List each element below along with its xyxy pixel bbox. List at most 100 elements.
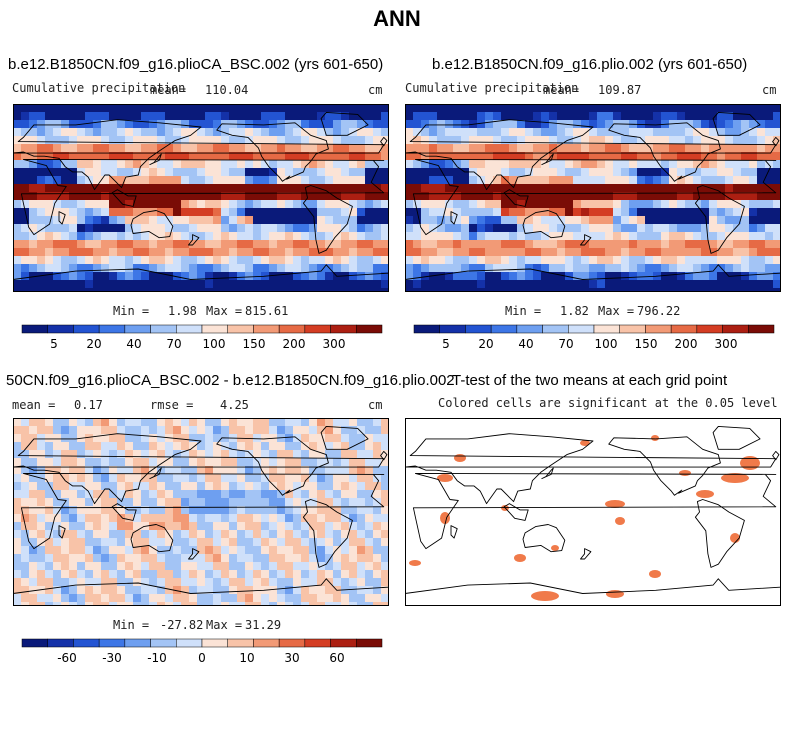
diff-cell [29,474,38,483]
precip-cell [29,224,38,233]
precip-cell [277,280,286,289]
precip-cell [445,128,454,137]
precip-cell [365,128,374,137]
diff-cell [333,514,342,523]
precip-cell [373,280,382,289]
diff-cell [141,466,150,475]
precip-cell [685,176,694,185]
diff-cell [141,530,150,539]
precip-cell [37,280,46,289]
precip-cell [293,112,302,121]
diff-cell [173,514,182,523]
precip-cell [669,216,678,225]
diff-cell [349,474,358,483]
diff-cell [13,426,22,435]
precip-cell [229,208,238,217]
precip-cell [573,128,582,137]
precip-cell [285,240,294,249]
precip-cell [197,192,206,201]
diff-cell [373,466,382,475]
diff-cell [365,506,374,515]
diff-cell [205,554,214,563]
diff-cell [309,522,318,531]
precip-cell [157,240,166,249]
precip-cell [325,288,334,292]
precip-cell [117,168,126,177]
diff-cell [93,458,102,467]
precip-cell [725,176,734,185]
precip-cell [733,128,742,137]
diff-cell [309,474,318,483]
precip-cell [525,240,534,249]
precip-cell [453,200,462,209]
precip-cell [21,240,30,249]
precip-cell [517,104,526,113]
precip-cell [205,176,214,185]
diff-cell [69,562,78,571]
precip-cell [285,104,294,113]
precip-cell [149,120,158,129]
precip-cell [621,280,630,289]
diff-cell [213,586,222,595]
precip-cell [125,272,134,281]
precip-cell [757,200,766,209]
precip-cell [741,240,750,249]
precip-cell [589,136,598,145]
diff-cell [93,474,102,483]
diff-cell [85,490,94,499]
precip-cell [565,272,574,281]
precip-cell [437,184,446,193]
precip-cell [309,160,318,169]
precip-cell [773,168,781,177]
precip-cell [413,128,422,137]
precip-cell [709,216,718,225]
diff-cell [269,538,278,547]
precip-cell [717,112,726,121]
precip-cell [549,216,558,225]
precip-cell [93,160,102,169]
diff-cell [325,586,334,595]
precip-cell [229,264,238,273]
continent-outline [405,119,777,191]
diff-cell [181,474,190,483]
precip-cell [645,184,654,193]
precip-cell [581,120,590,129]
diff-cell [197,474,206,483]
precip-cell [325,232,334,241]
diff-cell [349,482,358,491]
diff-cell [197,602,206,606]
colorbar-swatch [21,638,48,648]
diff-cell [181,426,190,435]
precip-cell [589,256,598,265]
precip-cell [269,104,278,113]
precip-cell [109,248,118,257]
precip-cell [45,136,54,145]
precip-cell [645,240,654,249]
diff-cell [237,506,246,515]
precip-cell [773,216,781,225]
precip-cell [61,280,70,289]
diff-cell [341,602,350,606]
diff-cell [285,570,294,579]
diff-cell [373,426,382,435]
colorbar-tick-label: 300 [323,337,346,351]
diff-cell [349,514,358,523]
precip-cell [349,232,358,241]
diff-cell [189,418,198,427]
precip-cell [437,224,446,233]
precip-cell [293,248,302,257]
precip-cell [301,280,310,289]
diff-cell [93,498,102,507]
precip-cell [597,176,606,185]
precip-cell [253,104,262,113]
diff-cell [341,538,350,547]
precip-cell [237,168,246,177]
precip-cell [149,264,158,273]
diff-cell [197,434,206,443]
diff-cell [53,418,62,427]
precip-cell [165,144,174,153]
diff-cell [285,554,294,563]
precip-cell [509,136,518,145]
precip-cell [157,144,166,153]
precip-cell [109,272,118,281]
